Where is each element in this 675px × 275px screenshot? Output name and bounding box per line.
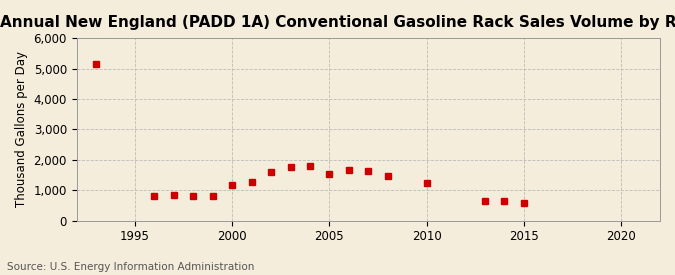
Title: Annual New England (PADD 1A) Conventional Gasoline Rack Sales Volume by Refiners: Annual New England (PADD 1A) Conventiona… — [0, 15, 675, 30]
Y-axis label: Thousand Gallons per Day: Thousand Gallons per Day — [15, 51, 28, 207]
Text: Source: U.S. Energy Information Administration: Source: U.S. Energy Information Administ… — [7, 262, 254, 272]
